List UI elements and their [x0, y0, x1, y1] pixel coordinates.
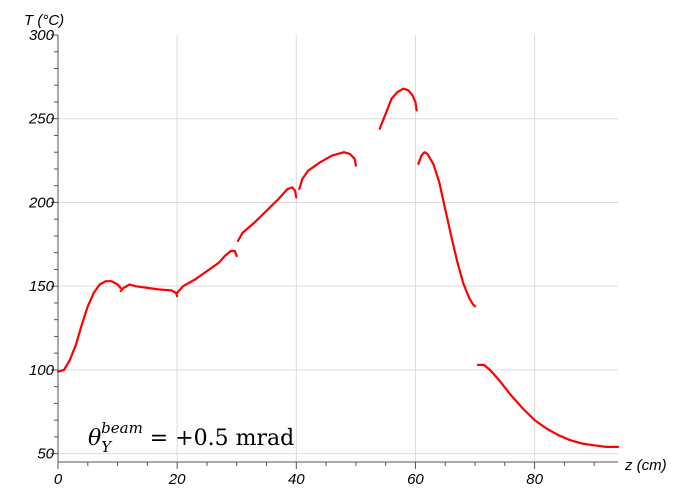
- y-tick-label: 250: [28, 111, 55, 128]
- x-tick-label: 40: [288, 471, 305, 488]
- axes: [57, 35, 618, 463]
- x-tick-label: 80: [526, 471, 543, 488]
- y-tick-label: 150: [29, 278, 55, 295]
- annotation-theta: θ: [88, 426, 101, 451]
- x-axis-label: z (cm): [624, 457, 667, 474]
- y-tick-label: 200: [28, 194, 55, 211]
- tick-labels: 0 20 40 60 80 50 100 150 200 250 300: [28, 27, 544, 488]
- annotation-subscript: Y: [101, 438, 113, 456]
- series-segment: [476, 363, 620, 448]
- series-curve: [56, 87, 620, 448]
- series-segment: [378, 87, 418, 130]
- x-tick-label: 60: [407, 471, 424, 488]
- y-axis-label: T (°C): [24, 12, 64, 29]
- series-segment: [298, 151, 357, 191]
- y-tick-label: 300: [29, 27, 55, 44]
- annotation-superscript: beam: [101, 419, 143, 437]
- tick-marks: [51, 34, 595, 469]
- annotation-text: θYbeam = +0.5 mrad: [88, 419, 294, 456]
- series-segment: [56, 280, 122, 373]
- x-tick-label: 20: [168, 471, 186, 488]
- x-tick-label: 0: [54, 471, 63, 488]
- y-tick-label: 50: [37, 446, 54, 463]
- series-segment: [236, 186, 298, 243]
- series-segment: [176, 249, 238, 294]
- annotation-value: = +0.5 mrad: [143, 426, 294, 451]
- series-segment: [417, 151, 477, 308]
- series-segment: [119, 283, 179, 298]
- y-tick-label: 100: [29, 362, 55, 379]
